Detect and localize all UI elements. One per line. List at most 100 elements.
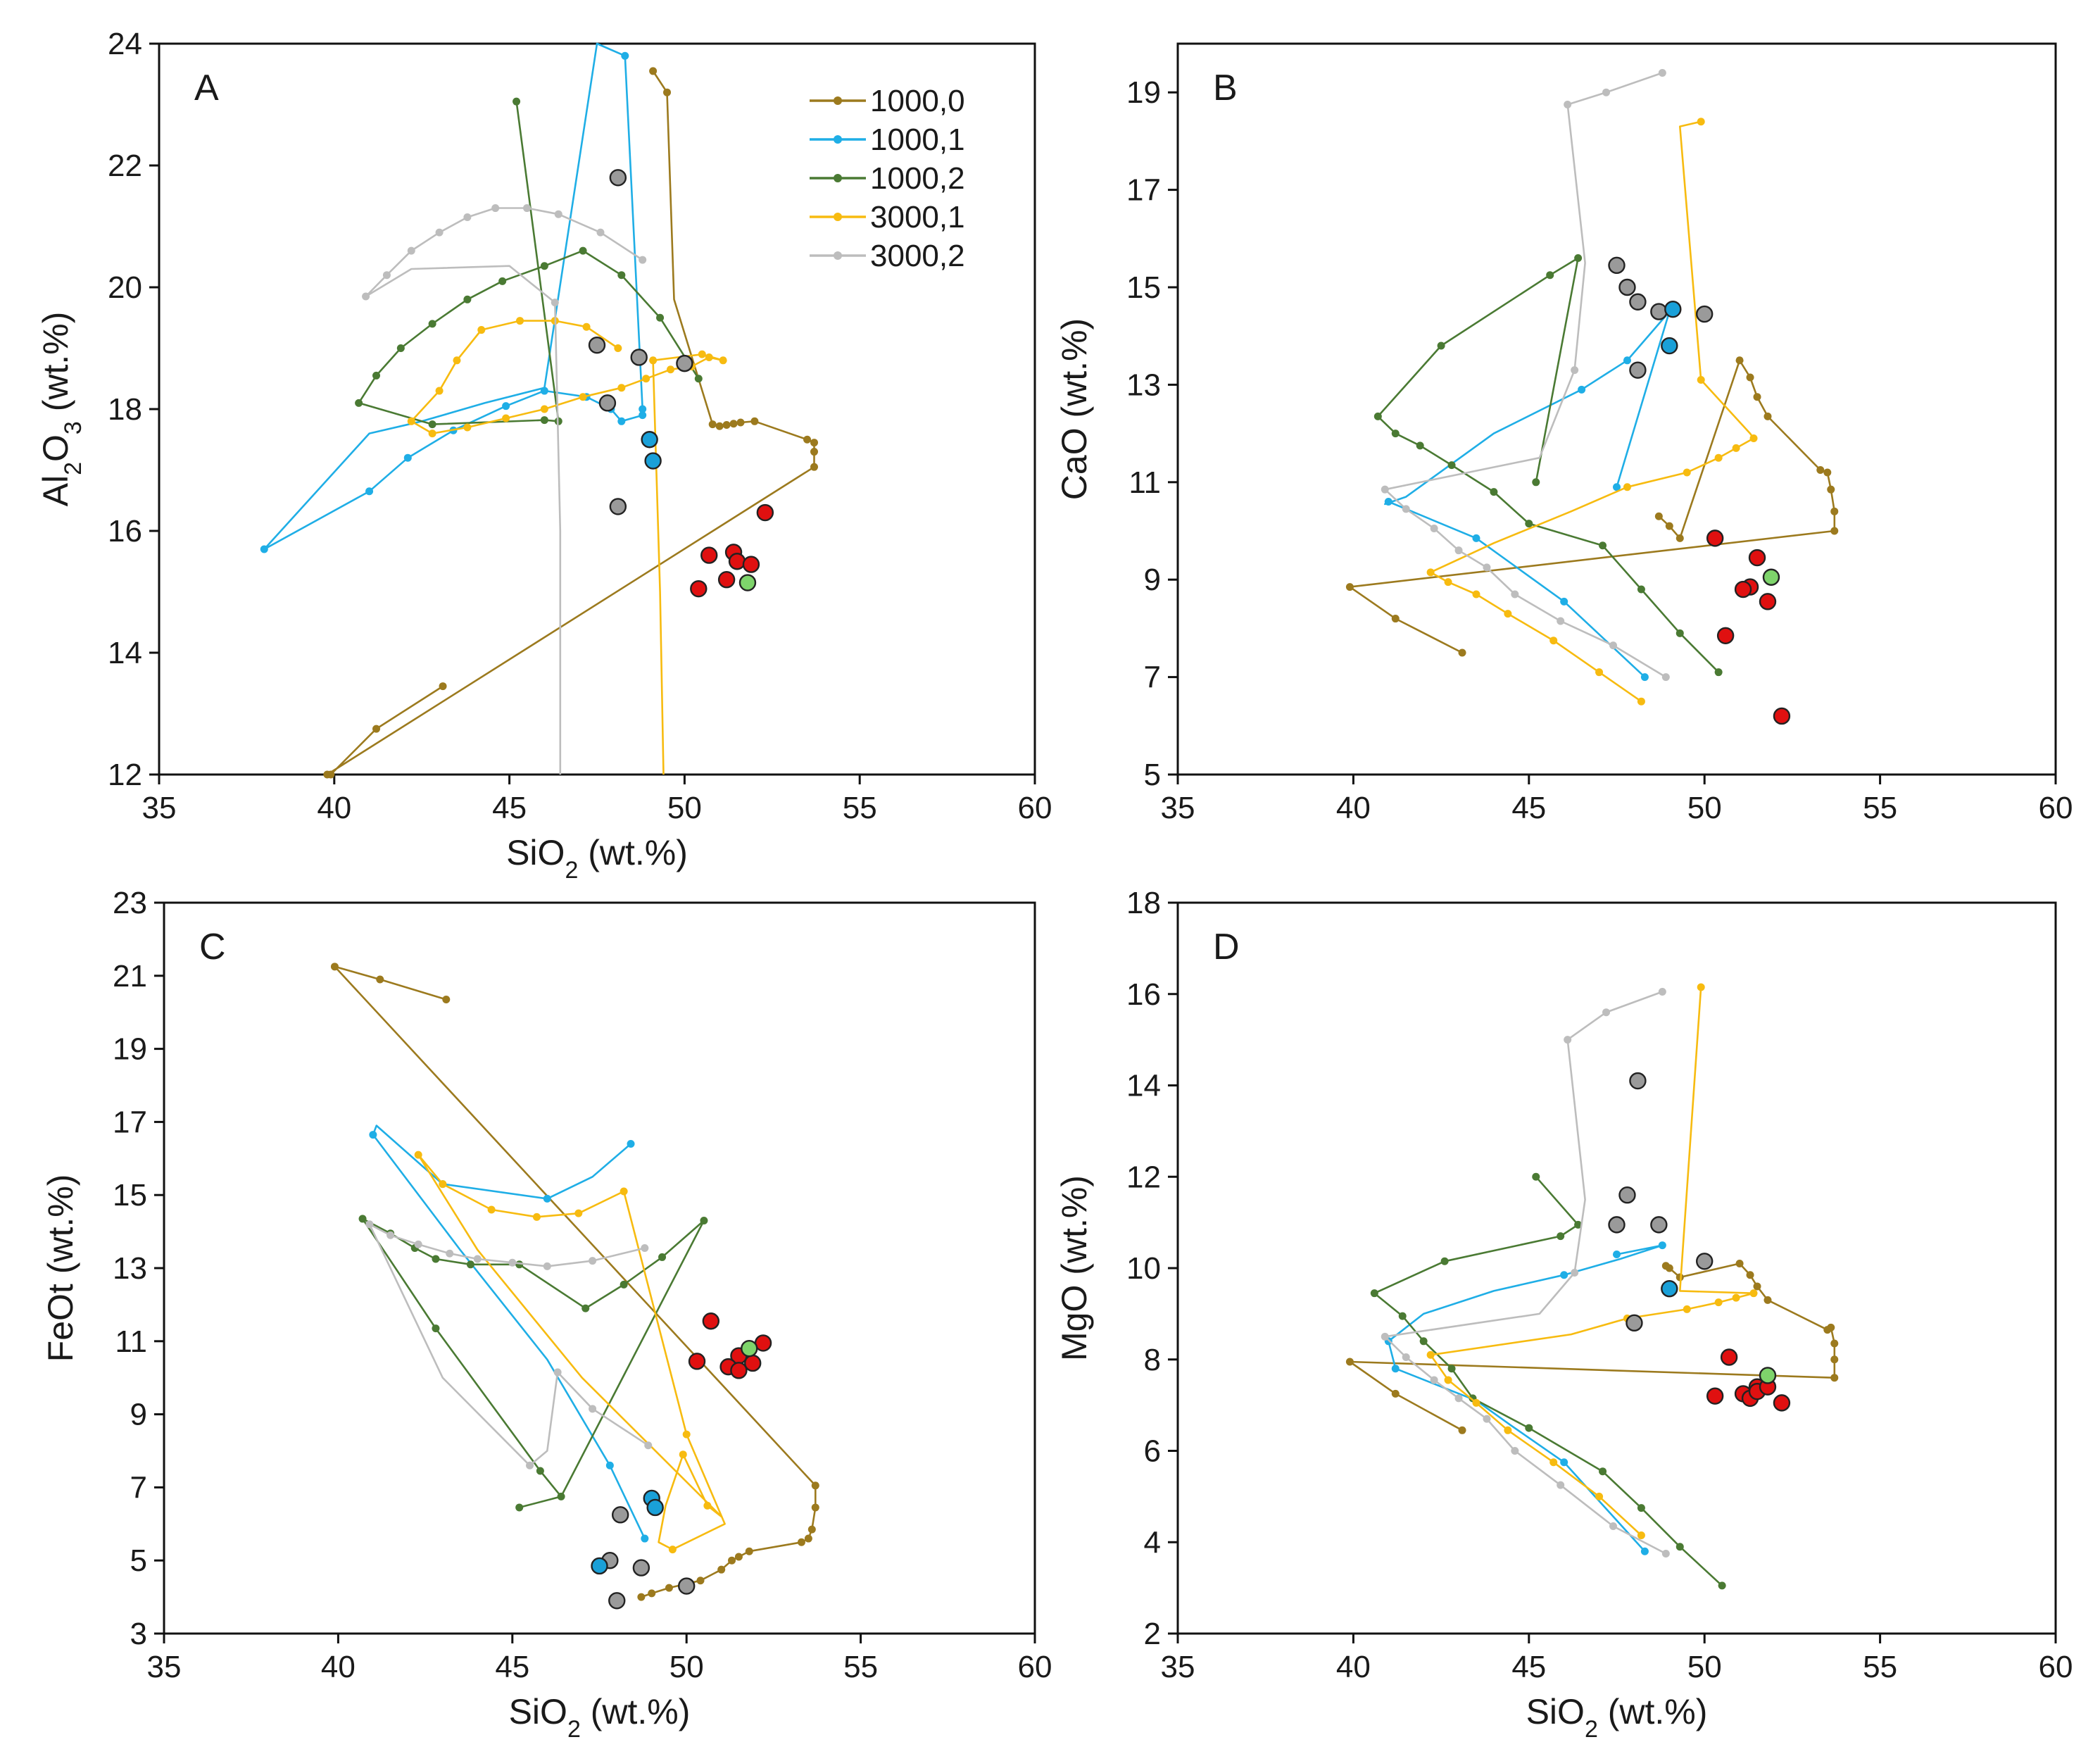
data-point [1444, 1376, 1452, 1384]
sample-point [1759, 593, 1777, 610]
data-point [665, 1584, 673, 1592]
data-point [396, 344, 405, 352]
data-point [1830, 527, 1839, 535]
data-point [1613, 1251, 1621, 1259]
data-point [522, 204, 531, 213]
y-axis-label: CaO (wt.%) [1055, 318, 1094, 500]
plot-frame [1176, 901, 2057, 1635]
data-point [372, 371, 381, 380]
data-point [1560, 1458, 1568, 1467]
plot-frame [1176, 42, 2057, 776]
data-point [728, 1556, 736, 1565]
data-point [1683, 1305, 1691, 1313]
data-point [810, 448, 819, 456]
series-3000-1 [414, 1151, 726, 1554]
series-line [1349, 1262, 1836, 1431]
data-point [477, 326, 486, 334]
data-point [502, 414, 510, 422]
sample-point [1629, 1072, 1647, 1090]
data-point [1763, 1296, 1772, 1304]
data-point [810, 439, 819, 447]
data-point [715, 422, 724, 430]
sample-point [1629, 293, 1647, 311]
data-point [810, 463, 819, 471]
data-point [491, 204, 500, 213]
x-tick-label: 40 [317, 791, 351, 825]
sample-point [1773, 707, 1791, 725]
data-point [745, 1547, 753, 1555]
series-line [334, 965, 817, 1598]
data-point [803, 435, 812, 444]
y-tick-label: 11 [1128, 465, 1161, 500]
x-axis-label: SiO2 (wt.%) [509, 1692, 691, 1743]
sample-point [742, 556, 760, 573]
data-point [1574, 253, 1583, 262]
data-point [487, 1205, 496, 1214]
y-tick-label: 20 [108, 270, 142, 305]
y-tick-label: 19 [1126, 75, 1161, 110]
data-point [807, 1525, 816, 1534]
series-line [1384, 72, 1666, 678]
data-point [551, 299, 559, 307]
sample-point [756, 503, 774, 522]
legend-swatch-marker [834, 251, 842, 260]
data-point [1599, 541, 1607, 550]
series-1000-2 [358, 1215, 708, 1512]
data-point [617, 384, 626, 392]
x-tick-label: 45 [1511, 791, 1546, 825]
y-tick-label: 17 [113, 1105, 147, 1139]
data-point [355, 399, 363, 407]
data-point [1430, 525, 1438, 533]
data-point [1490, 488, 1498, 496]
legend-label: 1000,2 [870, 161, 965, 196]
sample-point [611, 1506, 629, 1524]
data-point [1532, 478, 1540, 487]
data-point [526, 1461, 534, 1469]
data-point [1675, 1543, 1684, 1551]
y-tick-label: 12 [108, 758, 142, 792]
data-point [1444, 578, 1452, 587]
sample-point [588, 336, 606, 354]
data-point [614, 344, 622, 352]
data-point [1749, 434, 1758, 443]
sample-point [1661, 337, 1678, 355]
data-point [1398, 1312, 1407, 1320]
sample-point [1706, 529, 1724, 547]
sample-point [609, 169, 627, 187]
data-point [1654, 512, 1663, 520]
data-point [1440, 1257, 1449, 1265]
x-tick-label: 50 [1687, 1650, 1722, 1684]
data-point [1595, 668, 1604, 677]
data-point [596, 228, 605, 237]
sample-point [644, 452, 662, 470]
data-point [1574, 1220, 1583, 1229]
data-point [428, 420, 436, 429]
data-point [1658, 1241, 1666, 1250]
data-point [1447, 461, 1456, 470]
data-point [553, 1368, 562, 1377]
sample-point [744, 1354, 762, 1372]
data-point [260, 545, 268, 553]
data-point [1525, 520, 1533, 528]
data-point [579, 246, 587, 255]
data-point [1571, 366, 1579, 375]
y-tick-label: 18 [108, 392, 142, 427]
data-point [1714, 1298, 1723, 1307]
series-1000-0 [1345, 356, 1839, 657]
data-point [1735, 1260, 1744, 1268]
data-point [1560, 597, 1568, 606]
data-point [1753, 1282, 1761, 1291]
data-point [1447, 1365, 1456, 1373]
data-point [1830, 1374, 1839, 1382]
y-axis-label: FeOt (wt.%) [41, 1174, 80, 1362]
x-tick-label: 35 [147, 1650, 182, 1684]
series-line [410, 320, 724, 775]
series-line [1384, 991, 1666, 1555]
panel-b: 35 40 45 50 55 60 5 7 9 11 13 15 17 19 CaO (wt.%) B [1055, 42, 2073, 825]
data-point [1823, 468, 1832, 477]
x-tick-label: 35 [1161, 791, 1195, 825]
sample-point [700, 546, 718, 564]
data-point [698, 350, 706, 358]
sample-point [1695, 305, 1714, 323]
y-tick-label: 2 [1144, 1617, 1161, 1651]
